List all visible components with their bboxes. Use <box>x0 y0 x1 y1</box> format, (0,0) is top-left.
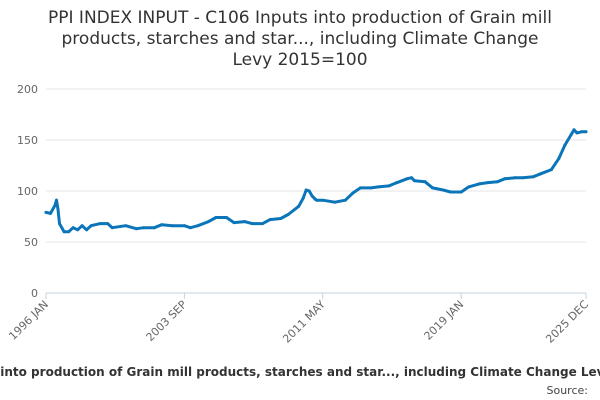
data-point[interactable] <box>279 217 283 220</box>
data-point[interactable] <box>495 180 499 184</box>
data-point[interactable] <box>76 228 80 232</box>
data-point[interactable] <box>441 188 445 192</box>
y-tick-label: 150 <box>17 134 38 147</box>
data-point[interactable] <box>572 128 576 132</box>
data-point[interactable] <box>225 216 228 219</box>
data-point[interactable] <box>410 176 413 180</box>
data-point[interactable] <box>243 220 247 224</box>
x-tick-label: 2019 JAN <box>422 298 467 343</box>
x-tick-label: 2011 MAY <box>280 298 328 346</box>
data-point[interactable] <box>413 179 416 183</box>
data-point[interactable] <box>531 175 535 179</box>
data-point[interactable] <box>431 186 435 190</box>
data-point[interactable] <box>549 168 553 172</box>
data-point[interactable] <box>53 203 57 207</box>
y-tick-label: 100 <box>17 185 38 198</box>
data-point[interactable] <box>521 176 525 180</box>
data-point[interactable] <box>160 223 164 227</box>
data-point[interactable] <box>563 143 567 147</box>
data-point[interactable] <box>423 180 427 184</box>
data-point[interactable] <box>71 226 75 230</box>
data-point[interactable] <box>369 186 373 190</box>
data-point[interactable] <box>124 224 128 228</box>
data-point[interactable] <box>98 222 102 226</box>
chart-title-line: products, starches and star..., includin… <box>62 29 539 49</box>
chart-points <box>44 128 588 234</box>
data-point[interactable] <box>575 131 579 135</box>
data-point[interactable] <box>477 182 481 186</box>
source-label: Source: <box>547 384 589 397</box>
data-point[interactable] <box>358 186 362 190</box>
data-point[interactable] <box>584 130 588 134</box>
data-point[interactable] <box>485 181 489 185</box>
data-point[interactable] <box>569 133 573 137</box>
data-point[interactable] <box>188 226 192 230</box>
data-point[interactable] <box>449 190 453 194</box>
x-axis: 1996 JAN 2003 SEP 2011 MAY 2019 JAN 2025 DEC <box>6 292 591 346</box>
series-line[interactable] <box>44 128 588 234</box>
data-point[interactable] <box>170 224 174 228</box>
legend-label[interactable]: C106 Inputs into production of Grain mil… <box>0 365 600 379</box>
data-point[interactable] <box>395 181 398 185</box>
chart-title: PPI INDEX INPUT - C106 Inputs into produ… <box>48 8 552 70</box>
data-point[interactable] <box>351 191 355 195</box>
data-point[interactable] <box>110 226 114 230</box>
data-point[interactable] <box>321 198 325 202</box>
data-point[interactable] <box>62 230 66 234</box>
data-point[interactable] <box>459 190 463 194</box>
data-point[interactable] <box>304 188 308 192</box>
x-tick-label: 2025 DEC <box>543 298 591 346</box>
data-point[interactable] <box>85 228 89 232</box>
data-point[interactable] <box>207 220 210 224</box>
data-point[interactable] <box>44 210 48 214</box>
data-point[interactable] <box>80 224 84 228</box>
data-point[interactable] <box>67 230 71 234</box>
data-point[interactable] <box>49 211 52 215</box>
data-point[interactable] <box>106 222 110 226</box>
data-point[interactable] <box>182 224 186 228</box>
x-tick-label: 1996 JAN <box>6 298 51 343</box>
data-point[interactable] <box>315 198 319 202</box>
data-point[interactable] <box>387 184 391 188</box>
data-point[interactable] <box>467 185 471 189</box>
data-point[interactable] <box>58 222 61 226</box>
data-point[interactable] <box>134 227 138 231</box>
legend[interactable]: C106 Inputs into production of Grain mil… <box>0 365 600 379</box>
data-point[interactable] <box>405 177 409 181</box>
data-point[interactable] <box>55 198 58 202</box>
data-point[interactable] <box>580 130 583 134</box>
chart-series <box>44 128 588 234</box>
y-tick-label: 0 <box>31 287 38 300</box>
data-point[interactable] <box>250 222 254 226</box>
data-point[interactable] <box>261 222 265 226</box>
data-point[interactable] <box>268 218 272 222</box>
chart-title-line: Levy 2015=100 <box>232 50 367 70</box>
data-point[interactable] <box>297 204 301 208</box>
data-point[interactable] <box>513 176 517 180</box>
chart-title-line: PPI INDEX INPUT - C106 Inputs into produ… <box>48 8 552 28</box>
data-point[interactable] <box>310 194 314 198</box>
y-tick-label: 200 <box>17 83 38 96</box>
data-point[interactable] <box>301 196 305 200</box>
x-tick-label: 2003 SEP <box>143 298 189 344</box>
data-point[interactable] <box>307 189 311 193</box>
data-point[interactable] <box>503 177 507 181</box>
chart-gridlines <box>46 88 586 243</box>
data-point[interactable] <box>557 156 561 160</box>
data-point[interactable] <box>286 213 290 216</box>
data-point[interactable] <box>343 198 347 202</box>
data-point[interactable] <box>539 172 543 176</box>
data-point[interactable] <box>142 226 146 230</box>
data-point[interactable] <box>376 185 380 189</box>
data-point[interactable] <box>214 216 218 219</box>
data-point[interactable] <box>232 221 236 225</box>
data-point[interactable] <box>333 200 337 204</box>
data-point[interactable] <box>89 224 93 228</box>
data-point[interactable] <box>56 207 60 211</box>
data-point[interactable] <box>196 224 200 228</box>
y-axis: 0 50 100 150 200 <box>17 83 38 300</box>
y-tick-label: 50 <box>24 236 38 249</box>
data-point[interactable] <box>152 226 156 230</box>
